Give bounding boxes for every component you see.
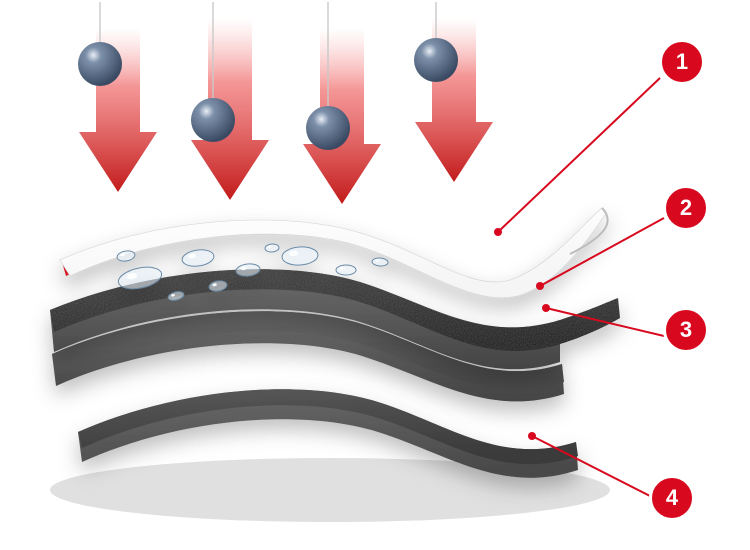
droplet: [372, 257, 389, 266]
leader-dot: [542, 304, 550, 312]
droplet: [265, 244, 280, 253]
droplet: [281, 246, 318, 266]
callout-badge-1: 1: [659, 39, 705, 85]
leader-dot: [536, 282, 544, 290]
leader-line: [498, 78, 660, 232]
callout-badge-2: 2: [663, 185, 709, 231]
callout-badge-4: 4: [649, 475, 695, 521]
callout-badge-1-label: 1: [676, 51, 688, 73]
impact-ball: [78, 42, 122, 86]
droplet: [336, 265, 356, 275]
callout-badge-2-label: 2: [680, 197, 692, 219]
leader-dot: [528, 432, 536, 440]
callout-badge-3-label: 3: [680, 319, 692, 341]
impact-ball: [414, 38, 458, 82]
ball-strings: [100, 2, 436, 108]
impact-ball: [306, 106, 350, 150]
layered-material-diagram: 1 2 3 4: [0, 0, 750, 550]
leader-dot: [494, 228, 502, 236]
callout-badge-3: 3: [663, 307, 709, 353]
diagram-svg: [0, 0, 750, 550]
impact-ball: [191, 98, 235, 142]
callout-badge-4-label: 4: [666, 487, 678, 509]
droplet: [181, 248, 215, 268]
